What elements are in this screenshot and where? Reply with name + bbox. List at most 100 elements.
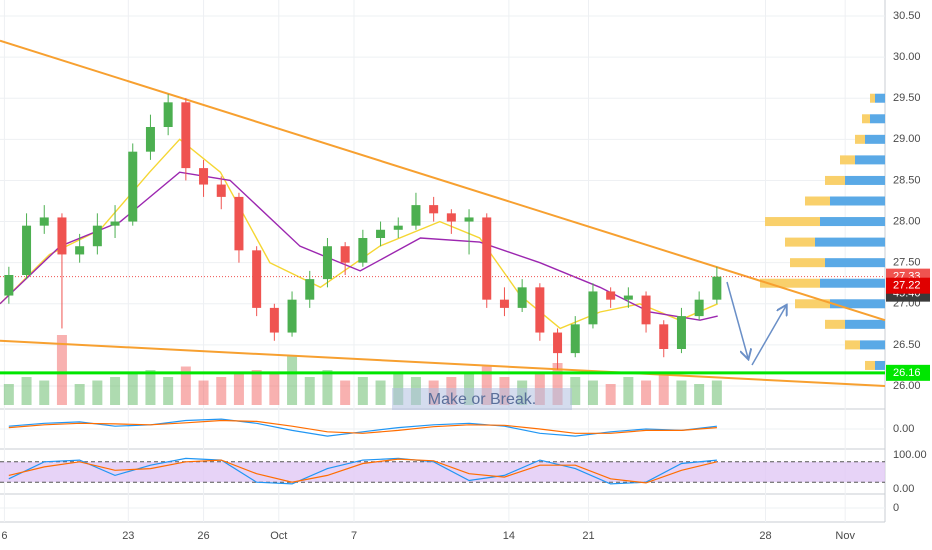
- volume-bar: [676, 380, 687, 405]
- annotation: Make or Break.: [428, 391, 536, 408]
- candle-body: [553, 332, 563, 354]
- annotation-box: [392, 388, 572, 410]
- second-price-label-box: [886, 277, 930, 294]
- y-tick-label: 0: [893, 502, 899, 514]
- x-tick-label: 28: [759, 530, 771, 542]
- volume-bar: [322, 370, 333, 405]
- profile-up: [820, 278, 885, 288]
- candle-body: [110, 221, 120, 226]
- volume-bar: [21, 377, 32, 405]
- profile-down: [870, 93, 875, 103]
- volume-bar: [251, 370, 262, 405]
- volume-bar: [641, 380, 652, 405]
- candle-body: [482, 217, 492, 300]
- volume-bar: [587, 380, 598, 405]
- y-tick-label: 29.00: [893, 133, 921, 145]
- x-tick-label: 6: [1, 530, 7, 542]
- volume-bar: [375, 380, 386, 405]
- x-tick-label: 7: [351, 530, 357, 542]
- candle-body: [499, 299, 509, 308]
- profile-up: [875, 93, 885, 103]
- y-tick-label: 100.00: [893, 449, 927, 461]
- candle-body: [588, 291, 598, 325]
- candle-body: [694, 299, 704, 317]
- volume-bar: [74, 384, 85, 405]
- x-tick-label: 21: [582, 530, 594, 542]
- volume-bar: [39, 380, 50, 405]
- candle-body: [234, 196, 244, 251]
- y-tick-label: 0.00: [893, 483, 914, 495]
- profile-down: [825, 319, 845, 329]
- candle-body: [641, 295, 651, 325]
- y-tick-label: 0.00: [893, 423, 914, 435]
- profile-up: [860, 340, 885, 350]
- volume-bar: [658, 373, 669, 405]
- volume-bar: [56, 335, 67, 405]
- volume-bar: [269, 373, 280, 405]
- profile-down: [790, 258, 825, 268]
- y-tick-label: 30.00: [893, 51, 921, 63]
- candle-body: [358, 238, 368, 263]
- candle-body: [712, 276, 722, 300]
- candle-body: [269, 307, 279, 333]
- volume-bar: [216, 377, 227, 405]
- volume-bar: [570, 377, 581, 405]
- profile-down: [825, 175, 845, 185]
- y-tick-label: 28.50: [893, 174, 921, 186]
- profile-up: [830, 196, 885, 206]
- volume-bar: [287, 356, 298, 405]
- candle-body: [340, 246, 350, 263]
- candle-body: [535, 287, 545, 333]
- y-tick-label: 28.00: [893, 215, 921, 227]
- stoch-line: [8, 458, 718, 484]
- volume-bar: [340, 380, 351, 405]
- macd-line: [8, 419, 717, 434]
- profile-up: [875, 360, 885, 370]
- profile-up: [830, 299, 885, 309]
- profile-up: [865, 134, 885, 144]
- candle-body: [376, 229, 386, 238]
- volume-bar: [198, 380, 209, 405]
- x-tick-label: 26: [197, 530, 209, 542]
- volume-bar: [233, 373, 244, 405]
- y-tick-label: 27.50: [893, 257, 921, 269]
- profile-up: [845, 319, 885, 329]
- profile-up: [820, 217, 885, 227]
- candle-body: [305, 279, 315, 300]
- candle-body: [39, 217, 49, 226]
- volume-bar: [623, 377, 634, 405]
- x-tick-label: Oct: [270, 530, 287, 542]
- candle-body: [570, 324, 580, 354]
- profile-down: [840, 155, 855, 165]
- stoch-band: [0, 461, 885, 483]
- candle-body: [322, 246, 332, 280]
- candle-body: [287, 299, 297, 333]
- line-series: [0, 339, 886, 387]
- volume-bar: [552, 363, 563, 405]
- y-tick-label: 26.50: [893, 339, 921, 351]
- arrow-up: [751, 306, 786, 366]
- volume-bar: [145, 370, 156, 405]
- x-tick-label: 14: [503, 530, 515, 542]
- stoch-line: [8, 457, 717, 485]
- candle-body: [659, 324, 669, 349]
- y-tick-label: 26.00: [893, 380, 921, 392]
- second-price-label: 27.22: [893, 280, 921, 292]
- candle-body: [22, 225, 32, 275]
- y-tick-label: 29.50: [893, 92, 921, 104]
- candle-body: [145, 127, 155, 152]
- candle-body: [517, 287, 527, 308]
- profile-down: [760, 278, 820, 288]
- arrow-down: [726, 281, 748, 358]
- candle-body: [411, 205, 421, 226]
- candle-body: [199, 168, 209, 185]
- profile-down: [785, 237, 815, 247]
- volume-bar: [481, 366, 492, 405]
- support-label: 26.16: [893, 367, 921, 379]
- volume-bar: [163, 377, 174, 405]
- profile-up: [815, 237, 885, 247]
- candle-body: [446, 213, 456, 222]
